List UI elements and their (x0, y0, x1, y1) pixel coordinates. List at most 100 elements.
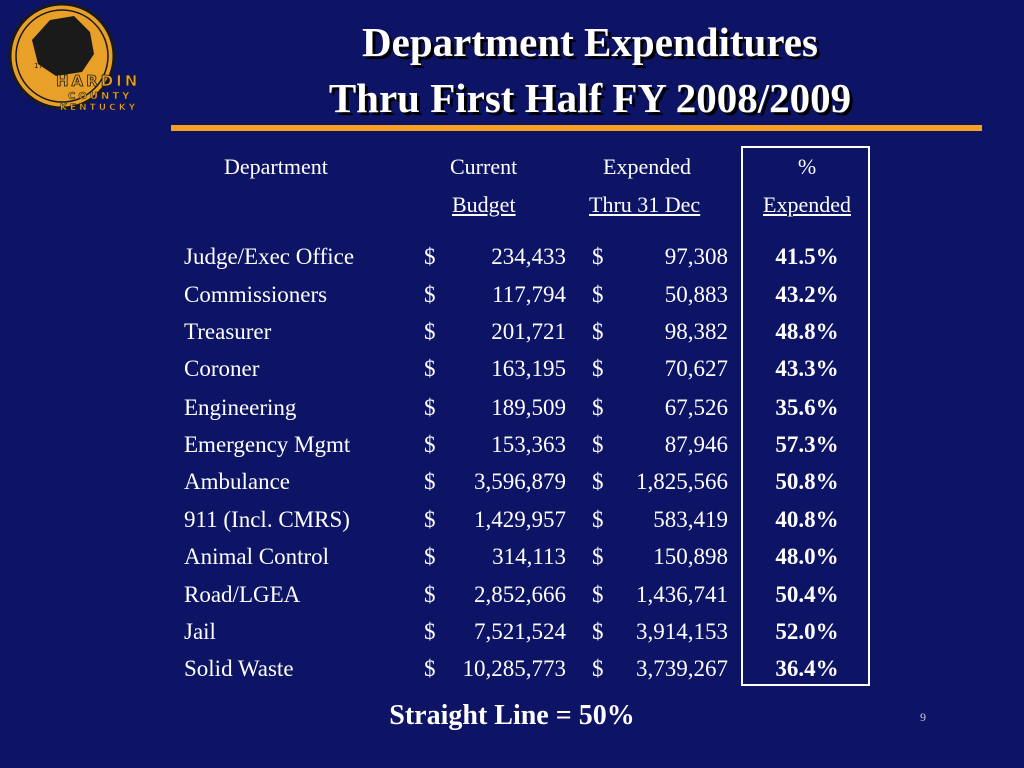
expended-currency: $ (592, 507, 604, 532)
table-row: Engineering $189,509 $67,526 35.6% (0, 393, 1024, 430)
percent-expended-cell: 52.0% (775, 619, 839, 644)
percent-expended-cell: 40.8% (775, 507, 839, 532)
budget-currency: $ (424, 507, 436, 532)
percent-expended-cell: 41.5% (775, 244, 839, 269)
expended-currency: $ (592, 282, 604, 307)
expended-currency: $ (592, 395, 604, 420)
percent-expended-cell: 50.4% (775, 582, 839, 607)
expended-cell: 1,825,566 (636, 469, 728, 494)
table-row: Treasurer $201,721 $98,382 48.8% (0, 317, 1024, 354)
table-row: Judge/Exec Office $234,433 $97,308 41.5% (0, 242, 1024, 279)
expended-cell: 50,883 (664, 282, 728, 307)
table-row: 911 (Incl. CMRS) $1,429,957 $583,419 40.8% (0, 505, 1024, 542)
budget-cell: 1,429,957 (474, 507, 566, 532)
budget-cell: 117,794 (492, 282, 566, 307)
expended-cell: 67,526 (664, 395, 728, 420)
header-expended-bottom: Thru 31 Dec (589, 192, 701, 217)
budget-cell: 201,721 (491, 319, 566, 344)
table-row: Coroner $163,195 $70,627 43.3% (0, 354, 1024, 391)
department-cell: Coroner (184, 356, 260, 381)
percent-expended-cell: 43.3% (775, 356, 839, 381)
expended-cell: 583,419 (653, 507, 728, 532)
header-department: Department (224, 154, 328, 179)
budget-cell: 314,113 (492, 544, 566, 569)
header-pct-bottom: Expended (763, 192, 851, 217)
percent-expended-cell: 35.6% (775, 395, 839, 420)
logo-text-county: COUNTY (68, 91, 132, 102)
expended-cell: 3,914,153 (636, 619, 728, 644)
department-cell: Jail (184, 619, 216, 644)
budget-currency: $ (424, 395, 436, 420)
expended-currency: $ (592, 656, 604, 681)
slide-title: Department Expenditures Thru First Half … (170, 14, 1010, 126)
expended-currency: $ (592, 432, 604, 457)
table-row: Ambulance $3,596,879 $1,825,566 50.8% (0, 467, 1024, 504)
budget-cell: 3,596,879 (474, 469, 566, 494)
percent-expended-cell: 48.8% (775, 319, 839, 344)
department-cell: Solid Waste (184, 656, 294, 681)
table-row: Jail $7,521,524 $3,914,153 52.0% (0, 617, 1024, 654)
table-row: Road/LGEA $2,852,666 $1,436,741 50.4% (0, 580, 1024, 617)
expended-cell: 87,946 (664, 432, 728, 457)
budget-currency: $ (424, 469, 436, 494)
department-cell: Treasurer (184, 319, 272, 344)
department-cell: Commissioners (184, 282, 328, 307)
title-divider (171, 125, 982, 131)
budget-currency: $ (424, 544, 436, 569)
budget-cell: 234,433 (491, 244, 566, 269)
percent-expended-cell: 43.2% (775, 282, 839, 307)
budget-cell: 7,521,524 (474, 619, 566, 644)
straight-line-note: Straight Line = 50% (389, 700, 635, 731)
department-cell: 911 (Incl. CMRS) (184, 507, 350, 532)
department-cell: Engineering (184, 395, 297, 420)
budget-currency: $ (424, 319, 436, 344)
title-line-2: Thru First Half FY 2008/2009 (328, 75, 852, 121)
expended-cell: 1,436,741 (636, 582, 728, 607)
logo-text-kentucky: KENTUCKY (60, 103, 138, 113)
expended-currency: $ (592, 544, 604, 569)
expended-cell: 70,627 (664, 356, 728, 381)
budget-currency: $ (424, 619, 436, 644)
percent-expended-cell: 36.4% (775, 656, 839, 681)
expended-cell: 150,898 (653, 544, 728, 569)
table-row: Emergency Mgmt $153,363 $87,946 57.3% (0, 430, 1024, 467)
logo-year: 1792 (34, 62, 52, 70)
department-cell: Judge/Exec Office (184, 244, 355, 269)
budget-cell: 2,852,666 (474, 582, 566, 607)
budget-currency: $ (424, 356, 436, 381)
expended-currency: $ (592, 244, 604, 269)
budget-cell: 163,195 (491, 356, 566, 381)
budget-currency: $ (424, 656, 436, 681)
page-number: 9 (920, 710, 926, 724)
header-expended-top: Expended (603, 154, 691, 179)
table-row: Animal Control $314,113 $150,898 48.0% (0, 542, 1024, 579)
budget-currency: $ (424, 582, 436, 607)
percent-expended-cell: 57.3% (775, 432, 839, 457)
budget-cell: 10,285,773 (462, 656, 567, 681)
expended-currency: $ (592, 582, 604, 607)
table-row: Solid Waste $10,285,773 $3,739,267 36.4% (0, 654, 1024, 691)
hardin-county-logo: 1792 HARDIN COUNTY KENTUCKY (8, 2, 140, 113)
expended-currency: $ (592, 469, 604, 494)
logo-text-hardin: HARDIN (56, 72, 140, 90)
department-cell: Ambulance (184, 469, 291, 494)
budget-currency: $ (424, 244, 436, 269)
expended-cell: 3,739,267 (636, 656, 728, 681)
percent-column-box (741, 146, 870, 686)
budget-currency: $ (424, 432, 436, 457)
header-budget-top: Current (450, 154, 518, 179)
expended-currency: $ (592, 319, 604, 344)
budget-currency: $ (424, 282, 436, 307)
percent-expended-cell: 50.8% (775, 469, 839, 494)
budget-cell: 153,363 (491, 432, 566, 457)
expended-cell: 98,382 (664, 319, 728, 344)
expended-currency: $ (592, 356, 604, 381)
department-cell: Emergency Mgmt (184, 432, 351, 457)
percent-expended-cell: 48.0% (775, 544, 839, 569)
budget-cell: 189,509 (491, 395, 566, 420)
header-pct-top: % (797, 154, 817, 179)
title-line-1: Department Expenditures (362, 19, 818, 65)
department-cell: Road/LGEA (184, 582, 301, 607)
header-budget-bottom: Budget (452, 192, 516, 217)
expended-currency: $ (592, 619, 604, 644)
